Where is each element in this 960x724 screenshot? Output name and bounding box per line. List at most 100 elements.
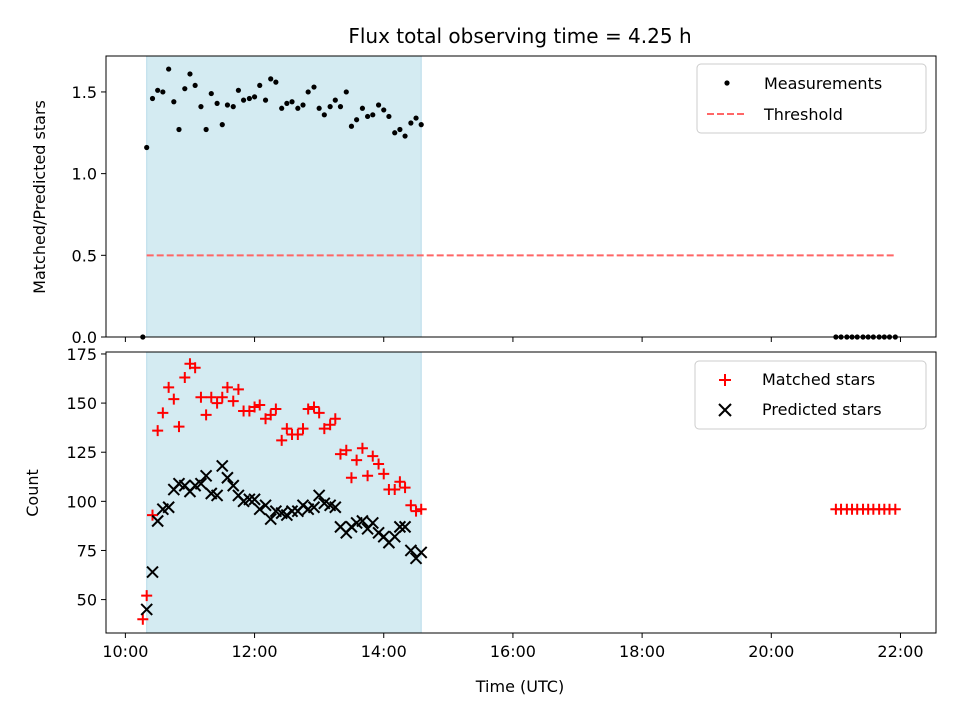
matched-stars-point	[367, 450, 379, 462]
predicted-stars-point	[243, 493, 256, 506]
measurements-point	[235, 87, 242, 93]
matched-stars-point	[195, 391, 207, 403]
measurements-point	[224, 102, 231, 108]
legend-swatch-matched-stars	[719, 374, 731, 386]
predicted-stars-point	[393, 520, 407, 534]
matched-stars-point	[329, 413, 341, 425]
measurements-point	[160, 89, 166, 95]
legend-label-matched-stars: Matched stars	[762, 370, 875, 389]
matched-stars-point	[221, 381, 233, 393]
count-y-tick-label: 100	[66, 492, 97, 511]
measurements-point	[370, 112, 376, 118]
predicted-stars-point	[210, 489, 224, 502]
matched-stars-point	[249, 401, 261, 413]
measurements-point	[219, 122, 225, 128]
predicted-stars-point	[227, 479, 240, 492]
matched-stars-point	[163, 381, 175, 393]
measurements-point	[316, 105, 322, 111]
x-tick-label: 12:00	[232, 642, 278, 661]
predicted-stars-point	[388, 530, 401, 543]
predicted-stars-point	[312, 489, 326, 502]
matched-stars-point	[308, 401, 320, 413]
predicted-stars-point	[307, 501, 321, 514]
count-y-tick-label: 75	[77, 541, 97, 560]
matched-stars-point	[254, 399, 266, 411]
matched-stars-point	[362, 470, 374, 482]
measurements-point	[257, 82, 263, 89]
predicted-stars-point	[356, 514, 369, 528]
matched-stars-point	[152, 425, 164, 437]
legend-swatch-measurements	[724, 80, 730, 86]
measurements-point	[149, 95, 156, 102]
matched-stars-point	[205, 391, 217, 403]
ratio-panel: 0.0 0.5 1.0 1.5	[72, 55, 937, 347]
measurements-point	[187, 71, 193, 77]
matched-stars-point	[394, 476, 406, 488]
ratio-legend: Measurements Threshold	[696, 63, 927, 134]
count-legend: Matched stars Predicted stars	[694, 360, 927, 430]
matched-stars-point	[276, 434, 288, 446]
matched-stars-point	[340, 444, 352, 456]
measurements-point	[337, 104, 344, 110]
x-axis-title: Time (UTC)	[475, 677, 564, 696]
matched-stars-point	[356, 442, 368, 454]
measurements-point	[418, 122, 424, 128]
predicted-stars-point	[221, 471, 234, 484]
predicted-stars-point	[216, 459, 229, 473]
measurements-point	[375, 102, 382, 108]
count-y-tick-label: 175	[66, 345, 97, 364]
predicted-stars-point	[404, 544, 418, 557]
predicted-stars-point	[146, 565, 159, 579]
measurements-point	[284, 100, 290, 106]
count-observing-window	[146, 351, 422, 634]
matched-stars-point	[292, 429, 304, 441]
matched-stars-point	[334, 448, 346, 460]
matched-stars-point	[179, 372, 191, 384]
measurements-point	[155, 87, 161, 93]
matched-stars-point	[211, 397, 223, 409]
measurements-point	[354, 117, 360, 123]
count-axes-frame	[105, 351, 937, 634]
matched-stars-point	[313, 407, 325, 419]
ratio-y-tick-label: 0.5	[72, 246, 97, 265]
matched-stars-point	[200, 409, 212, 421]
measurements-point	[246, 95, 252, 102]
matched-stars-point	[232, 383, 244, 395]
matched-stars-point	[227, 395, 239, 407]
predicted-stars-point	[264, 512, 277, 526]
measurements-point	[262, 97, 269, 103]
predicted-stars-point	[194, 477, 208, 490]
matched-stars-point	[889, 503, 901, 515]
measurements-point	[144, 144, 150, 151]
predicted-stars-point	[248, 493, 261, 506]
ratio-legend-frame	[696, 63, 927, 134]
measurements-point	[166, 66, 172, 72]
matched-stars-point	[137, 613, 149, 625]
ratio-y-tick-label: 0.0	[72, 328, 97, 347]
measurements-point	[289, 99, 295, 105]
x-tick-label: 22:00	[877, 642, 923, 661]
matched-stars-point	[373, 458, 385, 470]
measurements-point	[182, 86, 188, 92]
count-y-axis-title: Count	[23, 469, 42, 517]
matched-stars-point	[351, 454, 363, 466]
measurements-point	[273, 79, 279, 85]
matched-stars-point	[318, 423, 330, 435]
measurements-point	[192, 82, 198, 89]
measurements-point	[251, 94, 258, 100]
predicted-stars-point	[151, 514, 164, 528]
measurements-point	[295, 105, 301, 111]
measurements-point	[359, 105, 366, 111]
measurements-point	[327, 104, 333, 110]
measurements-point	[408, 120, 414, 126]
matched-stars-point	[297, 423, 309, 435]
legend-label-threshold: Threshold	[763, 105, 843, 124]
count-y-tick-label: 125	[66, 443, 97, 462]
measurements-point	[311, 84, 317, 90]
matched-stars-point	[302, 403, 314, 415]
measurements-point	[176, 126, 182, 133]
measurements-point	[203, 126, 209, 133]
count-panel: 50 75 100 125 150 175 10:00 12:00 14:00 16:00 18:0…	[66, 345, 937, 661]
legend-label-predicted-stars: Predicted stars	[762, 400, 882, 419]
